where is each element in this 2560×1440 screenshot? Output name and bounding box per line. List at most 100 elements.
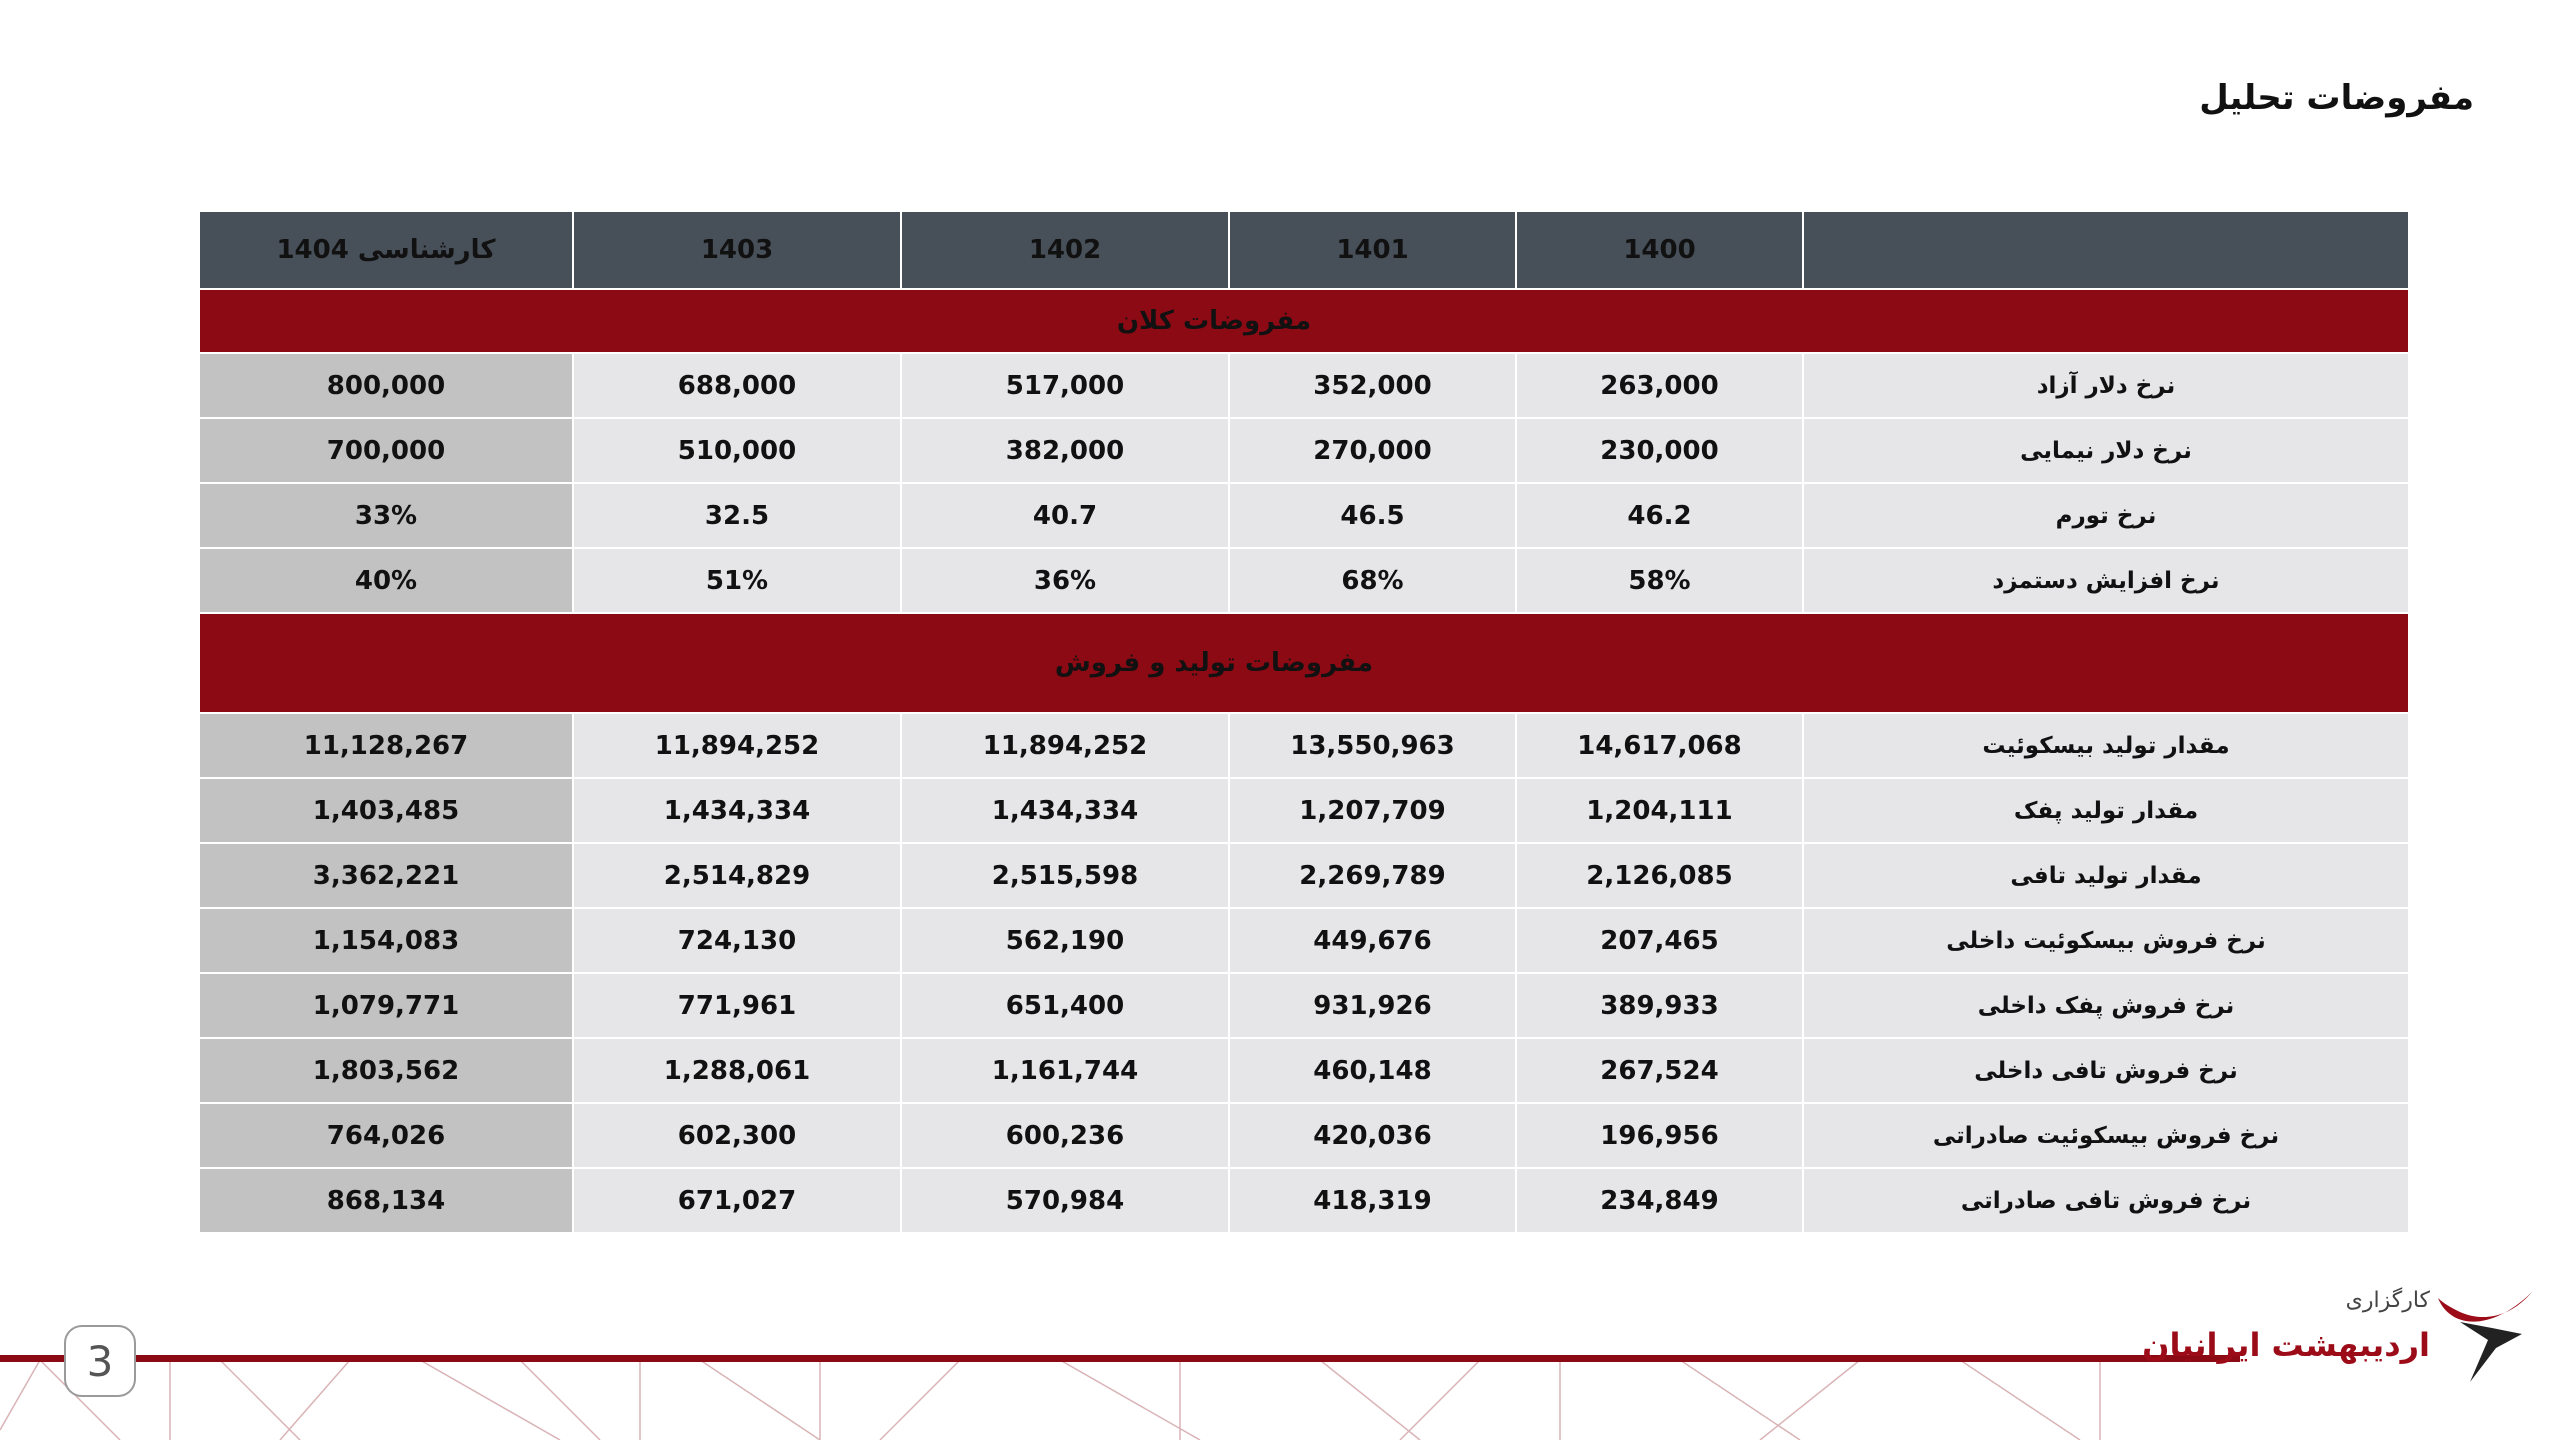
cell-1402: 651,400 <box>900 972 1230 1039</box>
cell-1402: 1,434,334 <box>900 777 1230 844</box>
cell-1400: 46.2 <box>1515 482 1804 549</box>
cell-1402: 600,236 <box>900 1102 1230 1169</box>
cell-1400: 389,933 <box>1515 972 1804 1039</box>
cell-1404: 868,134 <box>198 1167 574 1234</box>
footer-decoration <box>0 1360 2101 1440</box>
table-header-row: 1400 1401 1402 1403 کارشناسی 1404 <box>198 210 2410 290</box>
cell-1403: 771,961 <box>572 972 902 1039</box>
section-title: مفروضات کلان <box>198 288 2410 354</box>
cell-1400: 267,524 <box>1515 1037 1804 1104</box>
cell-1402: 562,190 <box>900 907 1230 974</box>
table-row: نرخ فروش بیسکوئیت داخلی 207,465 449,676 562… <box>198 907 2410 974</box>
row-label: نرخ فروش بیسکوئیت داخلی <box>1802 907 2410 974</box>
page-title: مفروضات تحلیل <box>2199 78 2474 118</box>
cell-1403: 1,288,061 <box>572 1037 902 1104</box>
table-row: نرخ دلار آزاد 263,000 352,000 517,000 688,00… <box>198 352 2410 419</box>
cell-1400: 14,617,068 <box>1515 712 1804 779</box>
cell-1404: 700,000 <box>198 417 574 484</box>
cell-1401: 2,269,789 <box>1228 842 1517 909</box>
cell-1401: 13,550,963 <box>1228 712 1517 779</box>
page-number: 3 <box>86 1336 114 1386</box>
cell-1404: 3,362,221 <box>198 842 574 909</box>
header-year-1402: 1402 <box>900 210 1230 290</box>
header-year-1401: 1401 <box>1228 210 1517 290</box>
table-row: نرخ دلار نیمایی 230,000 270,000 382,000 510,… <box>198 417 2410 484</box>
cell-1401: 420,036 <box>1228 1102 1517 1169</box>
table-row: نرخ تورم 46.2 46.5 40.7 32.5 33% <box>198 482 2410 549</box>
row-label: نرخ دلار آزاد <box>1802 352 2410 419</box>
row-label: مقدار تولید پفک <box>1802 777 2410 844</box>
cell-1404: 40% <box>198 547 574 614</box>
section-title: مفروضات تولید و فروش <box>198 612 2410 714</box>
cell-1401: 460,148 <box>1228 1037 1517 1104</box>
cell-1400: 2,126,085 <box>1515 842 1804 909</box>
header-label-cell <box>1802 210 2410 290</box>
cell-1402: 517,000 <box>900 352 1230 419</box>
row-label: مقدار تولید بیسکوئیت <box>1802 712 2410 779</box>
cell-1404: 1,403,485 <box>198 777 574 844</box>
table-body: مفروضات کلان نرخ دلار آزاد 263,000 352,000 5… <box>198 288 2410 1234</box>
cell-1404: 33% <box>198 482 574 549</box>
logo-small-text: کارگزاری <box>2345 1288 2430 1313</box>
cell-1402: 40.7 <box>900 482 1230 549</box>
cell-1401: 352,000 <box>1228 352 1517 419</box>
cell-1401: 931,926 <box>1228 972 1517 1039</box>
page-number-badge: 3 <box>64 1325 136 1397</box>
cell-1402: 1,161,744 <box>900 1037 1230 1104</box>
cell-1403: 1,434,334 <box>572 777 902 844</box>
bull-horns-icon <box>2438 1292 2532 1382</box>
table-row: نرخ فروش پفک داخلی 389,933 931,926 651,400 7… <box>198 972 2410 1039</box>
cell-1401: 270,000 <box>1228 417 1517 484</box>
row-label: نرخ دلار نیمایی <box>1802 417 2410 484</box>
cell-1401: 68% <box>1228 547 1517 614</box>
row-label: نرخ افزایش دستمزد <box>1802 547 2410 614</box>
row-label: نرخ تورم <box>1802 482 2410 549</box>
table-row: مقدار تولید پفک 1,204,111 1,207,709 1,434,3… <box>198 777 2410 844</box>
cell-1403: 724,130 <box>572 907 902 974</box>
cell-1400: 207,465 <box>1515 907 1804 974</box>
cell-1400: 234,849 <box>1515 1167 1804 1234</box>
cell-1404: 800,000 <box>198 352 574 419</box>
cell-1402: 570,984 <box>900 1167 1230 1234</box>
table-row: نرخ فروش تافی صادراتی 234,849 418,319 570,9… <box>198 1167 2410 1234</box>
row-label: نرخ فروش تافی صادراتی <box>1802 1167 2410 1234</box>
cell-1402: 2,515,598 <box>900 842 1230 909</box>
header-year-1400: 1400 <box>1515 210 1804 290</box>
cell-1400: 263,000 <box>1515 352 1804 419</box>
cell-1403: 2,514,829 <box>572 842 902 909</box>
cell-1401: 418,319 <box>1228 1167 1517 1234</box>
table-row: مقدار تولید بیسکوئیت 14,617,068 13,550,963… <box>198 712 2410 779</box>
cell-1403: 671,027 <box>572 1167 902 1234</box>
cell-1404: 1,154,083 <box>198 907 574 974</box>
row-label: نرخ فروش تافی داخلی <box>1802 1037 2410 1104</box>
cell-1402: 382,000 <box>900 417 1230 484</box>
cell-1403: 11,894,252 <box>572 712 902 779</box>
section-header-row: مفروضات کلان <box>198 288 2410 354</box>
cell-1402: 11,894,252 <box>900 712 1230 779</box>
table-row: نرخ فروش تافی داخلی 267,524 460,148 1,161,7… <box>198 1037 2410 1104</box>
cell-1404: 1,803,562 <box>198 1037 574 1104</box>
table-row: مقدار تولید تافی 2,126,085 2,269,789 2,515,… <box>198 842 2410 909</box>
cell-1403: 602,300 <box>572 1102 902 1169</box>
cell-1403: 32.5 <box>572 482 902 549</box>
company-logo: کارگزاری اردیبهشت ایرانیان <box>2142 1278 2540 1398</box>
logo-main-text: اردیبهشت ایرانیان <box>2142 1326 2430 1364</box>
cell-1400: 230,000 <box>1515 417 1804 484</box>
row-label: نرخ فروش بیسکوئیت صادراتی <box>1802 1102 2410 1169</box>
cell-1403: 51% <box>572 547 902 614</box>
cell-1404: 1,079,771 <box>198 972 574 1039</box>
cell-1400: 196,956 <box>1515 1102 1804 1169</box>
cell-1401: 1,207,709 <box>1228 777 1517 844</box>
cell-1401: 46.5 <box>1228 482 1517 549</box>
cell-1402: 36% <box>900 547 1230 614</box>
row-label: نرخ فروش پفک داخلی <box>1802 972 2410 1039</box>
footer-accent-line <box>0 1355 2240 1362</box>
cell-1404: 11,128,267 <box>198 712 574 779</box>
cell-1403: 688,000 <box>572 352 902 419</box>
table-row: نرخ فروش بیسکوئیت صادراتی 196,956 420,036 6… <box>198 1102 2410 1169</box>
cell-1404: 764,026 <box>198 1102 574 1169</box>
cell-1401: 449,676 <box>1228 907 1517 974</box>
table-row: نرخ افزایش دستمزد 58% 68% 36% 51% 40% <box>198 547 2410 614</box>
row-label: مقدار تولید تافی <box>1802 842 2410 909</box>
section-header-row: مفروضات تولید و فروش <box>198 612 2410 714</box>
